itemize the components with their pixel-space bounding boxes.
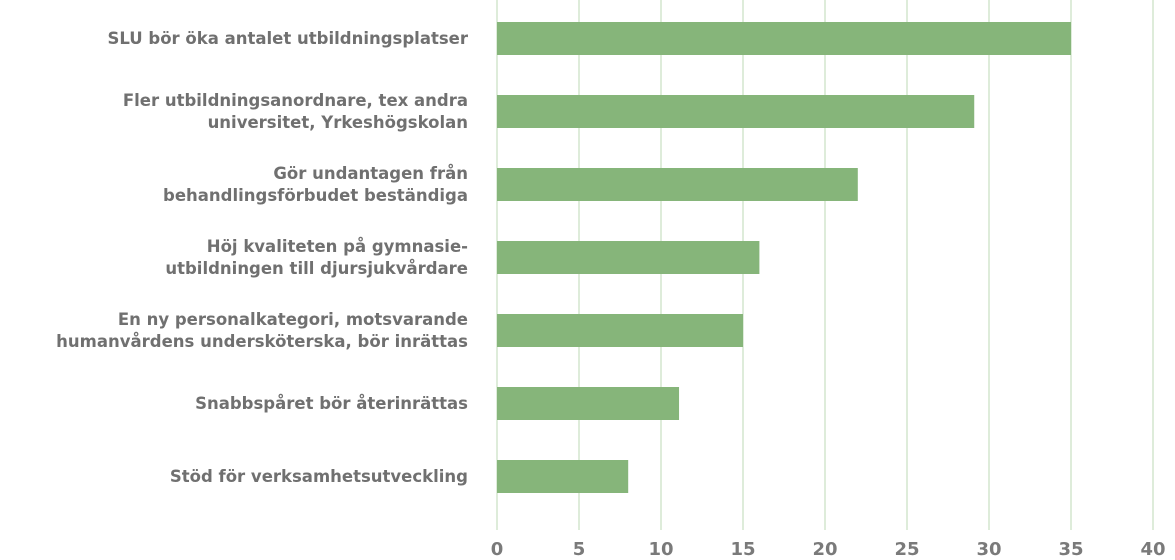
y-tick-label: Snabbspåret bör återinrättas: [195, 393, 468, 413]
y-tick-label: En ny personalkategori, motsvarande huma…: [56, 309, 468, 351]
bar: [497, 460, 629, 493]
x-tick-label: 10: [648, 539, 673, 560]
x-tick-label: 25: [894, 539, 919, 560]
y-tick-label: Fler utbildningsanordnare, tex andra uni…: [122, 90, 468, 132]
bar: [497, 241, 760, 274]
x-tick-label: 40: [1140, 539, 1165, 560]
x-tick-label: 5: [573, 539, 586, 560]
bar: [497, 22, 1071, 55]
x-tick-label: 15: [730, 539, 755, 560]
bar: [497, 387, 680, 420]
x-tick-label: 30: [976, 539, 1001, 560]
y-tick-label: Gör undantagen från behandlingsförbudet …: [163, 163, 468, 205]
bar: [497, 168, 858, 201]
y-tick-label: Stöd för verksamhetsutveckling: [169, 466, 468, 486]
y-tick-label: Höj kvaliteten på gymnasie- utbildningen…: [165, 236, 468, 278]
x-tick-label: 0: [491, 539, 504, 560]
y-tick-label: SLU bör öka antalet utbildningsplatser: [107, 28, 468, 48]
bar: [497, 314, 743, 347]
x-tick-label: 35: [1058, 539, 1083, 560]
bar: [497, 95, 975, 128]
x-tick-label: 20: [812, 539, 837, 560]
